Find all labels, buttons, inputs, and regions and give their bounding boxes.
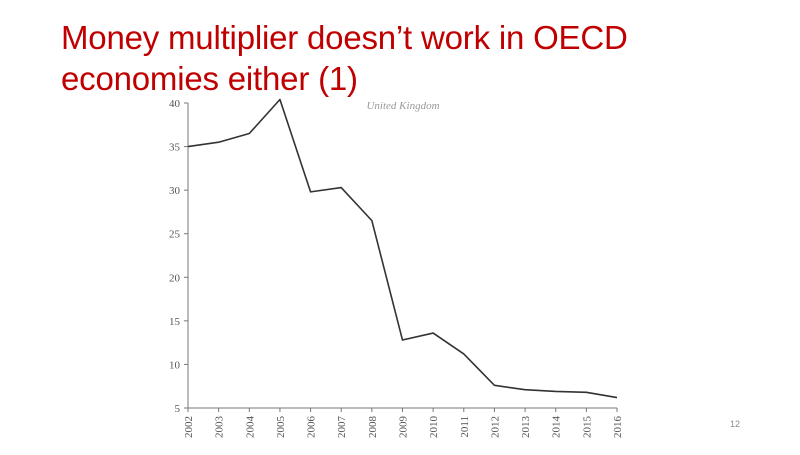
x-tick-label: 2013 (520, 416, 532, 439)
series (187, 98, 618, 399)
axes (187, 103, 617, 409)
x-tick-label: 2007 (336, 416, 348, 439)
x-tick-label: 2011 (459, 416, 471, 438)
slide-title-line-2: economies either (1) (61, 60, 358, 97)
x-tick-label: 2009 (398, 416, 410, 439)
page-number: 12 (729, 419, 740, 429)
x-tick-label: 2016 (612, 416, 624, 439)
y-tick-label: 20 (169, 272, 181, 284)
x-tick-label: 2010 (428, 416, 440, 439)
y-tick-label: 10 (169, 359, 181, 371)
x-tick-label: 2005 (275, 416, 287, 439)
x-tick-label: 2003 (214, 416, 226, 439)
x-tick-label: 2008 (367, 416, 379, 439)
x-tick-label: 2012 (489, 416, 501, 438)
y-tick-label: 15 (169, 316, 181, 328)
y-ticks: 5 10 15 20 25 30 35 40 (169, 98, 188, 415)
x-tick-label: 2015 (581, 416, 593, 439)
slide-title: Money multiplier doesn’t work in OECD ec… (61, 17, 761, 99)
y-tick-label: 40 (169, 98, 181, 110)
y-tick-label: 30 (169, 185, 181, 197)
slide-title-line-1: Money multiplier doesn’t work in OECD (61, 19, 628, 56)
y-tick-label: 5 (175, 403, 181, 415)
series-line-1 (187, 98, 618, 399)
x-tick-label: 2006 (306, 416, 318, 439)
chart-annotation: United Kingdom (366, 100, 439, 112)
y-tick-label: 35 (169, 142, 181, 154)
y-tick-label: 25 (169, 229, 181, 241)
x-ticks: 2002 2003 2004 2005 2006 2007 2008 2009 2010 2011… (183, 408, 624, 438)
x-tick-label: 2002 (183, 416, 195, 438)
x-tick-label: 2014 (551, 416, 563, 439)
x-tick-label: 2004 (244, 416, 256, 439)
